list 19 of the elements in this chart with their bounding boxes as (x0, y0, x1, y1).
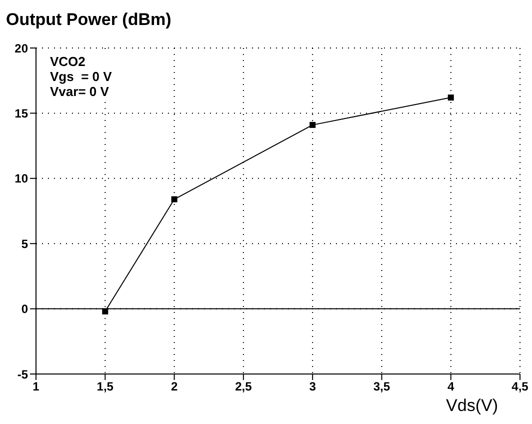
x-tick-label: 1,5 (96, 380, 114, 394)
x-tick-label: 3 (309, 380, 316, 394)
x-tick-label: 4 (448, 380, 455, 394)
y-tick-label: 20 (14, 41, 28, 56)
y-tick-label: 15 (14, 106, 28, 120)
x-tick-label: 2 (170, 380, 178, 394)
y-tick-label: 0 (21, 302, 28, 316)
annotation: VCO2 (50, 54, 86, 69)
x-tick-label: 3,5 (373, 380, 390, 394)
x-tick-label: 4,5 (512, 380, 529, 394)
y-tick-label: 5 (21, 236, 28, 251)
x-axis-title: Vds(V) (446, 396, 498, 416)
y-tick-label: -5 (17, 367, 28, 382)
x-tick-label: 2,5 (235, 380, 252, 394)
y-tick-label: 10 (14, 172, 28, 186)
annotation: Vgs = 0 V (50, 69, 112, 84)
x-tick-label: 1 (32, 380, 40, 394)
annotation: Vvar= 0 V (50, 84, 110, 99)
chart-title: Output Power (dBm) (6, 10, 172, 30)
